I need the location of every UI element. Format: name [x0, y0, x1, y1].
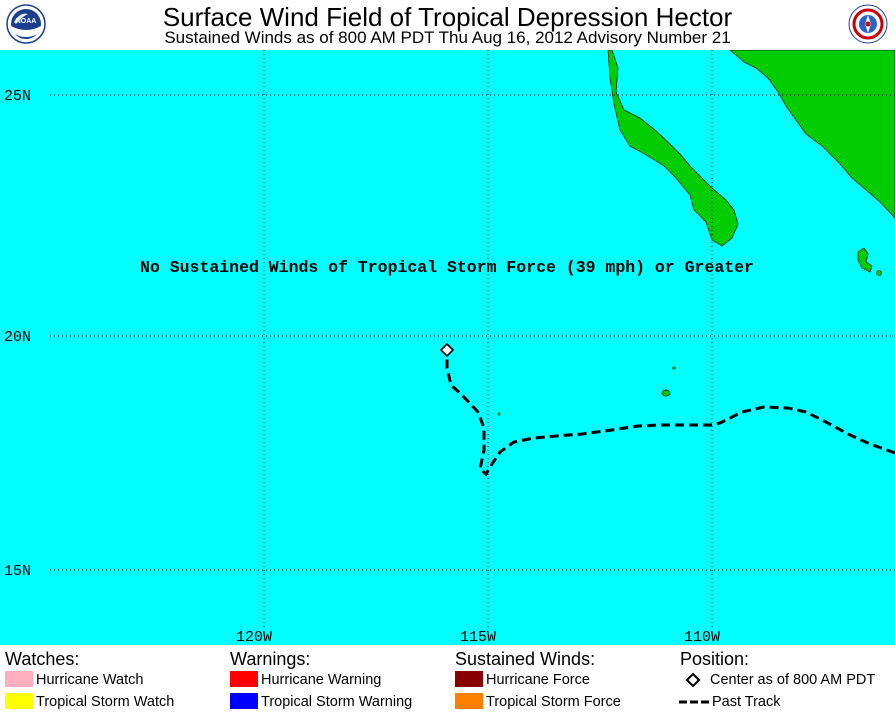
legend-swatch-hurricane-warning [230, 671, 258, 687]
legend-swatch-hurricane-watch [5, 671, 33, 687]
legend-swatch-tropical-storm-watch [5, 693, 33, 709]
legend-label-hurricane-force: Hurricane Force [486, 672, 590, 688]
past-track [445, 351, 895, 477]
lon-label-115w: 115W [460, 629, 496, 645]
lon-label-120w: 120W [236, 629, 272, 645]
islas-marias-land [857, 247, 873, 273]
page-title: Surface Wind Field of Tropical Depressio… [162, 2, 733, 32]
legend-label-tropical-storm-force: Tropical Storm Force [486, 694, 621, 710]
noaa-logo-icon: NOAA [6, 4, 46, 44]
baja-california-land [607, 50, 739, 247]
lat-label-25n: 25N [4, 88, 31, 105]
lat-label-20n: 20N [4, 329, 31, 346]
past-track-line-icon [679, 700, 709, 704]
legend-label-center: Center as of 800 AM PDT [710, 672, 876, 688]
small-island [876, 270, 882, 276]
gridlines [50, 50, 895, 628]
lat-label-15n: 15N [4, 563, 31, 580]
mainland-mexico-land [729, 50, 895, 219]
legend-swatch-hurricane-force [455, 671, 483, 687]
nws-logo-icon [848, 4, 888, 44]
legend-swatch-tropical-storm-warning [230, 693, 258, 709]
roca-partida-island [497, 412, 501, 416]
legend-label-hurricane-warning: Hurricane Warning [261, 672, 382, 688]
storm-center-marker [439, 342, 455, 358]
legend-swatch-tropical-storm-force [455, 693, 483, 709]
svg-text:NOAA: NOAA [16, 18, 37, 25]
wind-notice: No Sustained Winds of Tropical Storm For… [140, 258, 754, 277]
legend-label-hurricane-watch: Hurricane Watch [36, 672, 144, 688]
san-benedicto-island [672, 366, 676, 370]
legend-label-tropical-storm-watch: Tropical Storm Watch [36, 694, 175, 710]
legend: Watches: Hurricane Watch Tropical Storm … [0, 645, 895, 716]
legend-position-heading: Position: [680, 649, 750, 669]
map-canvas: 25N 20N 15N 120W 115W 110W No Sustained … [0, 50, 895, 645]
legend-winds-heading: Sustained Winds: [455, 649, 596, 669]
page-subtitle: Sustained Winds as of 800 AM PDT Thu Aug… [164, 28, 731, 47]
legend-label-tropical-storm-warning: Tropical Storm Warning [261, 694, 413, 710]
socorro-island [661, 389, 671, 397]
header: NOAA Surface Wind Field of Tropical Depr… [0, 0, 895, 50]
legend-watches-heading: Watches: [5, 649, 80, 669]
legend-warnings-heading: Warnings: [230, 649, 311, 669]
lon-label-110w: 110W [684, 629, 720, 645]
center-marker-icon [685, 672, 701, 688]
legend-label-past-track: Past Track [712, 694, 781, 710]
